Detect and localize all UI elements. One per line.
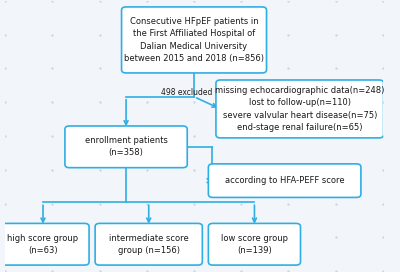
Text: 498 excluded: 498 excluded	[161, 88, 212, 97]
FancyBboxPatch shape	[216, 80, 384, 138]
Text: high score group
(n=63): high score group (n=63)	[8, 234, 78, 255]
FancyBboxPatch shape	[208, 223, 300, 265]
FancyBboxPatch shape	[0, 223, 89, 265]
FancyBboxPatch shape	[122, 7, 266, 73]
Text: according to HFA-PEFF score: according to HFA-PEFF score	[225, 176, 344, 185]
FancyBboxPatch shape	[95, 223, 202, 265]
Text: intermediate score
group (n=156): intermediate score group (n=156)	[109, 234, 189, 255]
Text: missing echocardiographic data(n=248)
lost to follow-up(n=110)
severe valvular h: missing echocardiographic data(n=248) lo…	[215, 86, 384, 132]
FancyBboxPatch shape	[208, 164, 361, 197]
Text: Consecutive HFpEF patients in
the First Affiliated Hospital of
Dalian Medical Un: Consecutive HFpEF patients in the First …	[124, 17, 264, 63]
Text: enrollment patients
(n=358): enrollment patients (n=358)	[85, 136, 168, 157]
Text: low score group
(n=139): low score group (n=139)	[221, 234, 288, 255]
FancyBboxPatch shape	[65, 126, 187, 168]
